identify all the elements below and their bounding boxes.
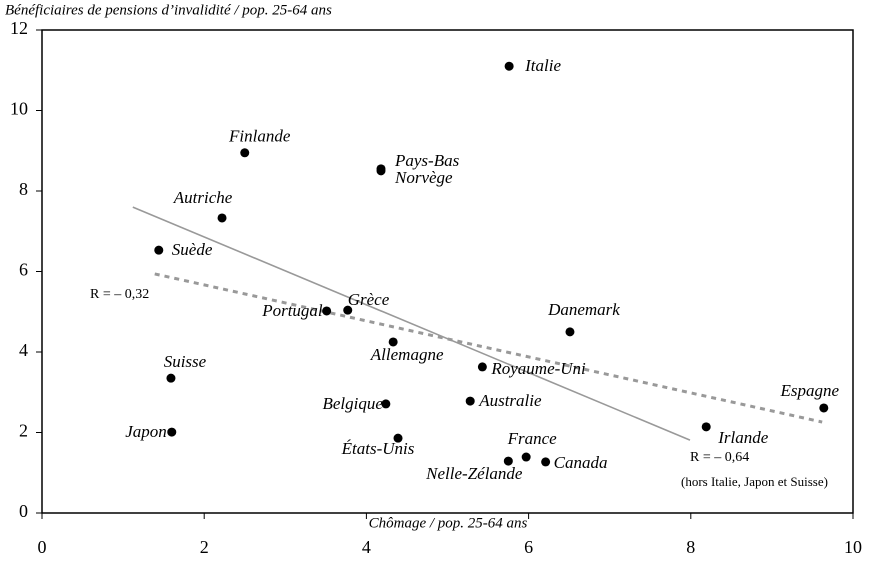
- x-axis-label: Chômage / pop. 25-64 ans: [369, 515, 528, 531]
- point: [343, 305, 353, 315]
- x-tick-label: 2: [200, 537, 209, 557]
- point: [503, 456, 513, 466]
- point: [381, 399, 391, 409]
- point-label: Suisse: [164, 352, 207, 371]
- y-tick-label: 2: [19, 421, 28, 441]
- point-label: Suède: [172, 240, 213, 259]
- trend-line: [132, 206, 691, 441]
- point: [393, 433, 403, 443]
- point: [376, 166, 386, 176]
- x-tick-label: 10: [844, 537, 862, 557]
- x-tick-label: 0: [38, 537, 47, 557]
- point-label: Japon: [125, 422, 167, 441]
- point-label: Portugal: [261, 301, 323, 320]
- point: [477, 362, 487, 372]
- point-label: France: [507, 429, 558, 448]
- point: [240, 148, 250, 158]
- point-label: Allemagne: [370, 345, 444, 364]
- trend-line: [154, 272, 823, 424]
- point: [322, 306, 332, 316]
- point-label: Grèce: [348, 290, 390, 309]
- point: [465, 396, 475, 406]
- point-label: Norvège: [394, 168, 453, 187]
- point: [504, 61, 514, 71]
- point-label: Finlande: [228, 127, 291, 146]
- y-tick-label: 0: [19, 501, 28, 521]
- point: [166, 373, 176, 383]
- point: [701, 422, 711, 432]
- y-tick-label: 10: [10, 99, 28, 119]
- point-label: Irlande: [717, 428, 769, 447]
- annotation: R = – 0,64: [690, 450, 749, 465]
- annotation: (hors Italie, Japon et Suisse): [681, 474, 828, 489]
- y-tick-label: 12: [10, 18, 28, 38]
- point: [565, 327, 575, 337]
- y-tick-label: 8: [19, 179, 28, 199]
- point: [154, 245, 164, 255]
- x-tick-label: 6: [524, 537, 533, 557]
- point: [541, 457, 551, 467]
- point-label: Espagne: [780, 381, 840, 400]
- x-tick-label: 8: [686, 537, 695, 557]
- x-tick-label: 4: [362, 537, 371, 557]
- point: [819, 403, 829, 413]
- point: [217, 213, 227, 223]
- point: [388, 337, 398, 347]
- point: [521, 452, 531, 462]
- annotation: R = – 0,32: [90, 287, 149, 302]
- point-label: Australie: [478, 391, 542, 410]
- point-label: Pays-Bas: [394, 151, 460, 170]
- point-label: Danemark: [547, 300, 620, 319]
- y-tick-label: 6: [19, 260, 28, 280]
- point-label: Belgique: [322, 394, 383, 413]
- y-tick-label: 4: [19, 340, 28, 360]
- y-axis-label: Bénéficiaires de pensions d’invalidité /…: [5, 2, 332, 18]
- point-label: Royaume-Uni: [490, 359, 586, 378]
- point-label: Nelle-Zélande: [425, 464, 523, 483]
- point: [167, 427, 177, 437]
- point-label: États-Unis: [341, 439, 415, 458]
- point-label: Canada: [554, 453, 608, 472]
- point-label: Italie: [524, 56, 561, 75]
- point-label: Autriche: [173, 188, 233, 207]
